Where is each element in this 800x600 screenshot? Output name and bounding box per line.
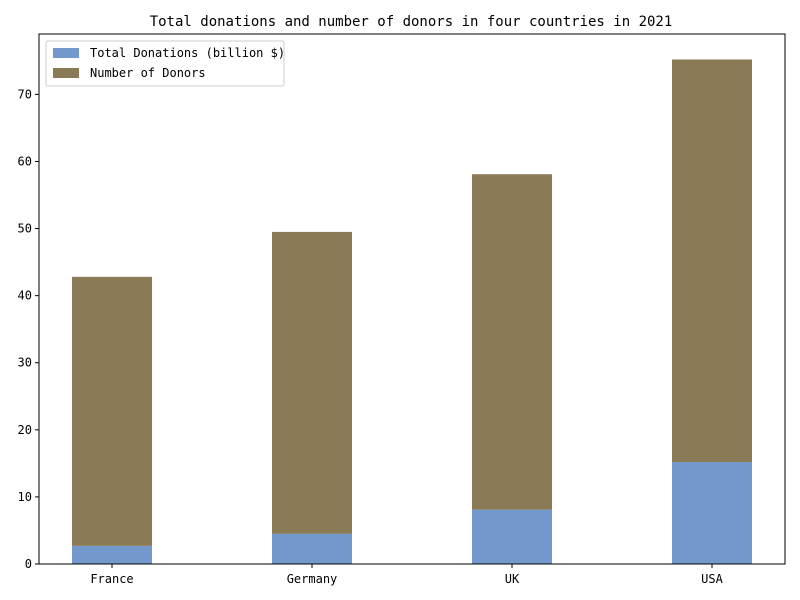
y-tick-label: 70 [18, 87, 32, 101]
bar-donations-germany [272, 533, 352, 564]
bars-group [72, 59, 752, 564]
legend-swatch-donors [53, 68, 79, 78]
chart-title: Total donations and number of donors in … [150, 14, 673, 30]
bar-donations-uk [472, 509, 552, 564]
x-tick-label: UK [505, 572, 520, 586]
y-tick-label: 30 [18, 356, 32, 370]
plot-frame [38, 33, 786, 565]
y-tick-label: 50 [18, 222, 32, 236]
legend-swatch-donations [53, 48, 79, 58]
x-axis: France Germany UK USA [90, 564, 724, 586]
x-tick-label: Germany [287, 572, 338, 586]
x-tick-label: France [90, 572, 133, 586]
y-axis: 0 10 20 30 40 50 60 70 [18, 87, 39, 571]
y-tick-label: 40 [18, 289, 32, 303]
y-tick-label: 0 [25, 557, 32, 571]
bar-donors-uk [472, 174, 552, 510]
y-tick-label: 60 [18, 154, 32, 168]
y-tick-label: 10 [18, 490, 32, 504]
bar-donations-france [72, 545, 152, 564]
legend-label-donations: Total Donations (billion $) [90, 46, 285, 60]
bar-donors-france [72, 276, 152, 546]
bar-donors-usa [672, 59, 752, 463]
y-tick-label: 20 [18, 423, 32, 437]
legend: Total Donations (billion $) Number of Do… [45, 40, 285, 87]
bar-donors-germany [272, 231, 352, 534]
bar-donations-usa [672, 462, 752, 564]
x-tick-label: USA [701, 572, 723, 586]
legend-box [45, 40, 285, 87]
legend-label-donors: Number of Donors [90, 66, 206, 80]
